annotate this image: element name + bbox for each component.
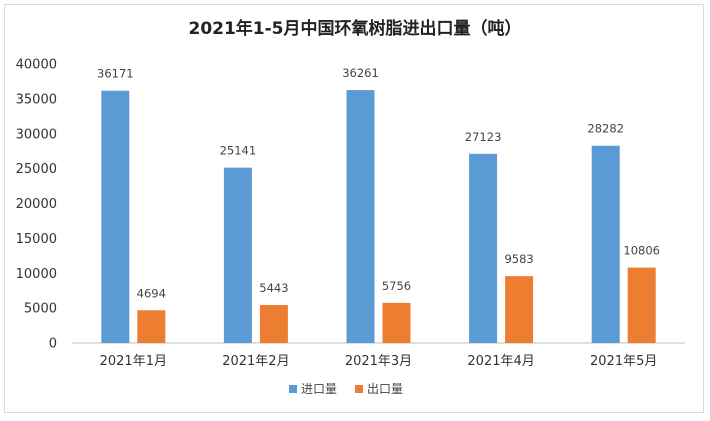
y-tick-label: 10000 [16, 267, 57, 282]
x-axis: 2021年1月 2021年2月 2021年3月 2021年4月 2021年5月 [100, 354, 658, 369]
y-tick-label: 30000 [16, 127, 57, 142]
bar-export [259, 305, 288, 343]
data-label: 4694 [137, 286, 166, 300]
x-tick-label: 2021年4月 [467, 354, 534, 369]
bar-import [591, 145, 620, 343]
data-label: 28282 [587, 122, 624, 136]
x-tick-label: 2021年5月 [590, 354, 657, 369]
data-label: 27123 [465, 130, 502, 144]
y-tick-label: 15000 [16, 232, 57, 247]
y-tick-label: 5000 [24, 302, 57, 317]
y-axis: 0 5000 10000 15000 20000 25000 30000 35000 40000 [16, 58, 57, 352]
bar-export [382, 302, 411, 343]
y-tick-label: 20000 [16, 197, 57, 212]
bars-group: 36171 4694 25141 5443 36261 5756 27123 9583 2828… [97, 66, 660, 343]
y-tick-label: 0 [49, 337, 57, 352]
bar-import [223, 167, 252, 343]
x-tick-label: 2021年2月 [222, 354, 289, 369]
y-tick-label: 35000 [16, 92, 57, 107]
data-label: 36171 [97, 67, 134, 81]
y-tick-label: 40000 [16, 58, 57, 73]
bar-export [137, 310, 166, 343]
bar-export [627, 267, 656, 343]
data-label: 9583 [504, 252, 533, 266]
x-tick-label: 2021年1月 [100, 354, 167, 369]
data-label: 36261 [342, 66, 379, 80]
data-label: 5756 [382, 279, 411, 293]
legend-swatch [289, 385, 297, 393]
legend: 进口量 出口量 [289, 382, 403, 396]
legend-swatch [355, 385, 363, 393]
legend-label: 出口量 [367, 382, 403, 396]
bar-export [505, 276, 534, 343]
y-tick-label: 25000 [16, 162, 57, 177]
bar-import [101, 90, 130, 343]
data-label: 25141 [220, 144, 257, 158]
bar-import [469, 153, 498, 343]
chart-title: 2021年1-5月中国环氧树脂进出口量（吨） [188, 18, 521, 39]
legend-label: 进口量 [301, 382, 337, 396]
data-label: 10806 [623, 244, 660, 258]
data-label: 5443 [259, 281, 288, 295]
bar-import [346, 90, 375, 343]
x-tick-label: 2021年3月 [345, 354, 412, 369]
